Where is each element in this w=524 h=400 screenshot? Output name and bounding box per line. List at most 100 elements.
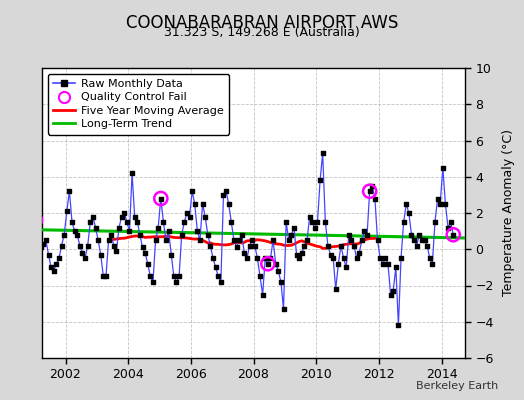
Point xyxy=(266,255,275,262)
Point xyxy=(96,252,105,258)
Point xyxy=(199,201,207,207)
Point xyxy=(128,170,136,176)
Point xyxy=(55,255,63,262)
Point xyxy=(305,214,314,220)
Point xyxy=(157,195,165,202)
Point xyxy=(138,244,147,251)
Point xyxy=(366,188,374,194)
Point xyxy=(193,228,202,234)
Point xyxy=(146,273,155,280)
Point xyxy=(52,260,61,267)
Point xyxy=(117,214,126,220)
Point xyxy=(151,237,160,243)
Point xyxy=(376,255,384,262)
Point xyxy=(170,273,178,280)
Point xyxy=(120,210,128,216)
Point xyxy=(415,232,423,238)
Point xyxy=(353,255,361,262)
Point xyxy=(178,232,186,238)
Point xyxy=(47,264,56,270)
Point xyxy=(311,224,319,231)
Point xyxy=(370,195,379,202)
Point xyxy=(157,195,165,202)
Point xyxy=(94,237,102,243)
Point xyxy=(347,237,356,243)
Point xyxy=(188,188,196,194)
Point xyxy=(274,268,282,274)
Point xyxy=(99,273,107,280)
Point xyxy=(123,219,131,225)
Point xyxy=(75,242,84,249)
Point xyxy=(167,252,176,258)
Point xyxy=(230,237,238,243)
Point xyxy=(83,242,92,249)
Point xyxy=(73,232,81,238)
Point xyxy=(436,201,444,207)
Point xyxy=(381,255,389,262)
Point xyxy=(271,260,280,267)
Point xyxy=(227,219,235,225)
Point xyxy=(70,228,79,234)
Point xyxy=(115,224,123,231)
Point xyxy=(222,188,230,194)
Point xyxy=(298,250,306,256)
Point xyxy=(91,224,100,231)
Point xyxy=(402,201,410,207)
Point xyxy=(102,273,110,280)
Point xyxy=(428,260,436,267)
Point xyxy=(31,217,40,224)
Point xyxy=(248,237,256,243)
Point xyxy=(355,250,364,256)
Point xyxy=(334,260,343,267)
Point xyxy=(366,188,374,194)
Point xyxy=(212,264,220,270)
Point xyxy=(45,252,53,258)
Point xyxy=(232,244,241,251)
Point xyxy=(332,286,340,292)
Point xyxy=(110,242,118,249)
Point xyxy=(86,219,94,225)
Point xyxy=(391,264,400,270)
Point xyxy=(133,219,141,225)
Point xyxy=(37,244,45,251)
Point xyxy=(196,237,204,243)
Legend: Raw Monthly Data, Quality Control Fail, Five Year Moving Average, Long-Term Tren: Raw Monthly Data, Quality Control Fail, … xyxy=(48,74,229,135)
Point xyxy=(363,232,372,238)
Point xyxy=(384,260,392,267)
Point xyxy=(68,219,76,225)
Point xyxy=(433,195,442,202)
Point xyxy=(316,177,324,184)
Point xyxy=(31,217,40,224)
Point xyxy=(300,242,309,249)
Point xyxy=(136,232,144,238)
Point xyxy=(39,241,48,247)
Point xyxy=(201,214,210,220)
Point xyxy=(378,260,387,267)
Point xyxy=(394,322,402,328)
Point xyxy=(287,232,296,238)
Point xyxy=(373,237,381,243)
Point xyxy=(141,250,149,256)
Point xyxy=(423,242,431,249)
Point xyxy=(89,214,97,220)
Point xyxy=(303,237,311,243)
Point xyxy=(358,237,366,243)
Point xyxy=(42,237,50,243)
Point xyxy=(130,214,139,220)
Point xyxy=(412,242,421,249)
Point xyxy=(329,255,337,262)
Point xyxy=(204,232,212,238)
Point xyxy=(240,250,248,256)
Point xyxy=(446,219,455,225)
Point xyxy=(206,242,215,249)
Y-axis label: Temperature Anomaly (°C): Temperature Anomaly (°C) xyxy=(502,130,515,296)
Point xyxy=(224,201,233,207)
Point xyxy=(386,291,395,298)
Point xyxy=(340,255,348,262)
Point xyxy=(326,252,335,258)
Point xyxy=(308,219,316,225)
Point xyxy=(425,255,434,262)
Point xyxy=(290,224,298,231)
Point xyxy=(34,224,42,231)
Point xyxy=(345,232,353,238)
